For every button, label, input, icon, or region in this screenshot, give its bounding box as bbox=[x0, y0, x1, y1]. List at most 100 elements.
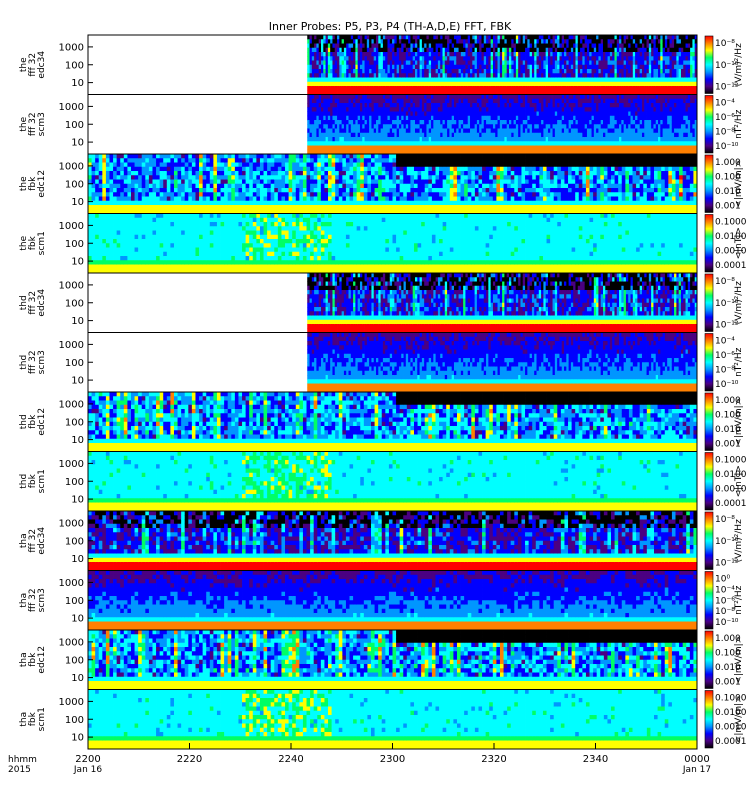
colorbar-label: nT²/Hz bbox=[734, 347, 744, 377]
colorbar bbox=[705, 274, 713, 332]
x-tick-label: 2300 bbox=[380, 754, 405, 765]
y-tick-label: 1000 bbox=[59, 578, 84, 589]
x-tick-label: 2200 bbox=[75, 754, 100, 765]
spectrogram-cells bbox=[88, 690, 697, 750]
colorbar-tick-label: 10⁻⁸ bbox=[715, 128, 735, 138]
y-tick-label: 10 bbox=[71, 78, 84, 89]
y-tick-label: 100 bbox=[65, 655, 84, 666]
x-axis-format-label: hhmm bbox=[8, 755, 37, 765]
colorbar-tick-label: 10⁻⁶ bbox=[715, 351, 735, 361]
y-tick-label: 1000 bbox=[59, 340, 84, 351]
panel-the-edc12: 100010010thefbkedc121.0000.1000.0100.001… bbox=[19, 154, 744, 214]
panel-label: thafbkedc12 bbox=[19, 646, 47, 674]
colorbar-tick-label: 0.0001 bbox=[715, 499, 747, 509]
y-tick-label: 1000 bbox=[59, 42, 84, 53]
x-axis-start-date: Jan 16 bbox=[73, 765, 102, 775]
spectrogram-cells bbox=[307, 273, 697, 333]
y-tick-label: 1000 bbox=[59, 102, 84, 113]
colorbar-tick-label: 0.0001 bbox=[715, 261, 747, 271]
y-tick-label: 1000 bbox=[59, 459, 84, 470]
colorbar-label: nT²/Hz bbox=[734, 109, 744, 139]
colorbar-tick-label: 10⁻⁸ bbox=[715, 515, 735, 525]
y-tick-label: 100 bbox=[65, 417, 84, 428]
y-tick-label: 10 bbox=[71, 138, 84, 149]
y-tick-label: 10 bbox=[71, 733, 84, 744]
colorbar-tick-label: 10⁻⁴ bbox=[715, 99, 735, 109]
panel-label: thefff 32scm3 bbox=[19, 112, 47, 136]
panel-label: thdfbkedc12 bbox=[19, 408, 47, 436]
spectrogram-cells bbox=[88, 511, 697, 571]
colorbar bbox=[705, 96, 713, 154]
x-tick-label: 2220 bbox=[177, 754, 202, 765]
panel-label: thdfbkscm1 bbox=[19, 469, 47, 493]
colorbar-label: (V/m)²/Hz bbox=[734, 281, 744, 324]
y-tick-label: 100 bbox=[65, 536, 84, 547]
x-tick-label: 2320 bbox=[481, 754, 506, 765]
colorbar bbox=[705, 334, 713, 392]
colorbar bbox=[705, 572, 713, 630]
colorbar-label: <|mV/m|> bbox=[734, 398, 744, 446]
colorbar bbox=[705, 393, 713, 451]
y-tick-label: 1000 bbox=[59, 221, 84, 232]
y-tick-label: 100 bbox=[65, 715, 84, 726]
colorbar-label: <|mV/m|> bbox=[734, 636, 744, 684]
x-axis-year-label: 2015 bbox=[8, 765, 31, 775]
colorbar-tick-label: 10⁻¹⁰ bbox=[715, 142, 739, 152]
colorbar-label: <|nT|> bbox=[734, 227, 744, 259]
colorbar-label: <|mV/m|> bbox=[734, 695, 744, 743]
y-tick-label: 10 bbox=[71, 614, 84, 625]
colorbar-tick-label: 10⁻⁸ bbox=[715, 277, 735, 287]
chart-title: Inner Probes: P5, P3, P4 (TH-A,D,E) FFT,… bbox=[269, 20, 512, 33]
y-tick-label: 10 bbox=[71, 435, 84, 446]
colorbar-label: <|mV/m|> bbox=[734, 160, 744, 208]
y-tick-label: 100 bbox=[65, 60, 84, 71]
spectrogram-cells bbox=[88, 630, 697, 690]
y-tick-label: 10 bbox=[71, 554, 84, 565]
spectrogram-cells bbox=[307, 333, 697, 393]
colorbar-label: (V/m)²/Hz bbox=[734, 43, 744, 86]
x-tick-label: 0000 bbox=[684, 754, 709, 765]
y-tick-label: 1000 bbox=[59, 399, 84, 410]
panel-tha-scm1: 100010010thafbkscm10.10000.01000.00100.0… bbox=[19, 690, 747, 750]
y-tick-label: 1000 bbox=[59, 697, 84, 708]
colorbar-tick-label: 10⁻¹⁰ bbox=[715, 380, 739, 390]
y-tick-label: 1000 bbox=[59, 280, 84, 291]
colorbar bbox=[705, 215, 713, 273]
panel-label: thefbkedc12 bbox=[19, 170, 47, 198]
colorbar-tick-label: 10⁻⁸ bbox=[715, 366, 735, 376]
colorbar-tick-label: 10⁻⁶ bbox=[715, 113, 735, 123]
y-tick-label: 10 bbox=[71, 197, 84, 208]
spectrogram-cells bbox=[88, 214, 697, 274]
y-tick-label: 10 bbox=[71, 316, 84, 327]
colorbar bbox=[705, 512, 713, 570]
y-tick-label: 100 bbox=[65, 179, 84, 190]
y-tick-label: 100 bbox=[65, 239, 84, 250]
panel-label: thafff 32scm3 bbox=[19, 588, 47, 612]
colorbar-tick-label: 10⁻¹⁰ bbox=[715, 618, 739, 628]
colorbar-tick-label: 10⁻⁴ bbox=[715, 585, 735, 595]
panel-thd-edc12: 100010010thdfbkedc121.0000.1000.0100.001… bbox=[19, 392, 744, 452]
y-tick-label: 10 bbox=[71, 495, 84, 506]
colorbar-label: nT²/Hz bbox=[734, 585, 744, 615]
panel-tha-edc12: 100010010thafbkedc121.0000.1000.0100.001… bbox=[19, 630, 744, 690]
x-tick-label: 2240 bbox=[278, 754, 303, 765]
colorbar-tick-label: 0.1000 bbox=[715, 218, 747, 228]
spectrogram-cells bbox=[88, 571, 697, 631]
y-tick-label: 1000 bbox=[59, 637, 84, 648]
colorbar bbox=[705, 631, 713, 689]
panel-label: thafbkscm1 bbox=[19, 707, 47, 731]
panel-label: thefbkscm1 bbox=[19, 231, 47, 255]
colorbar bbox=[705, 155, 713, 213]
y-tick-label: 10 bbox=[71, 673, 84, 684]
colorbar-label: <|nT|> bbox=[734, 465, 744, 497]
colorbar-label: (V/m)²/Hz bbox=[734, 519, 744, 562]
x-axis-end-date: Jan 17 bbox=[682, 765, 711, 775]
colorbar bbox=[705, 691, 713, 749]
colorbar-tick-label: 10⁻⁴ bbox=[715, 337, 735, 347]
colorbar-tick-label: 10⁻⁶ bbox=[715, 596, 735, 606]
